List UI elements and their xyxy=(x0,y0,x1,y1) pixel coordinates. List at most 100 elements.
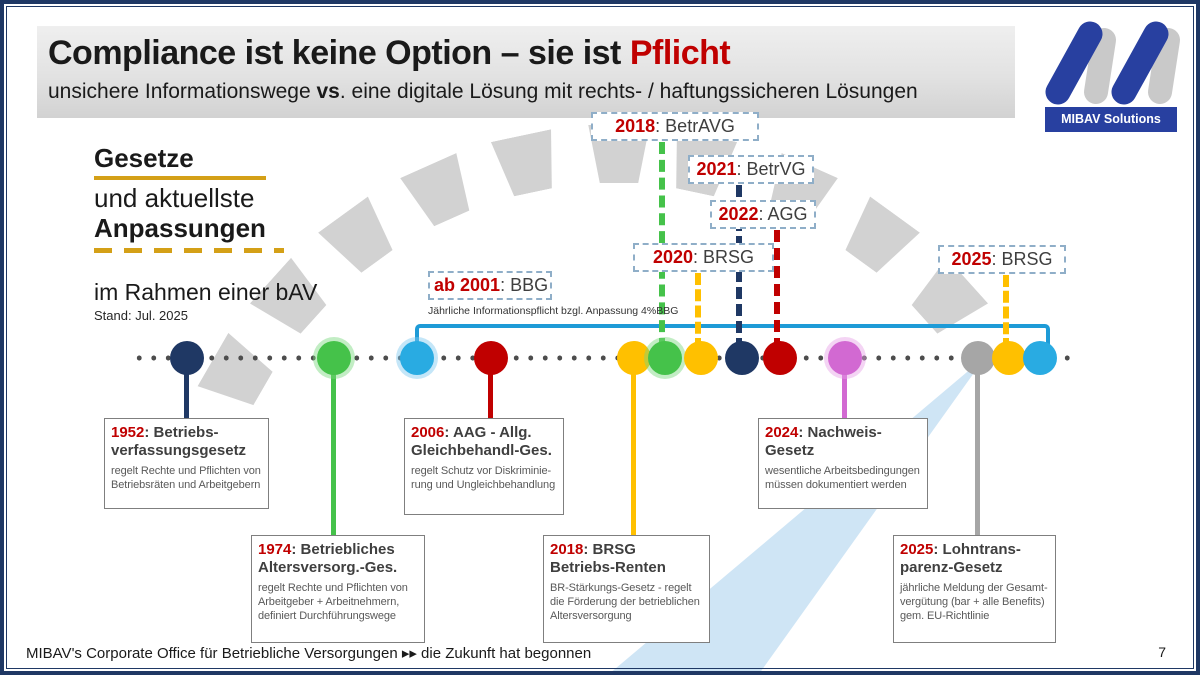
legend-block: Gesetze und aktuellste Anpassungen im Ra… xyxy=(94,143,317,323)
callout-label: : BetrVG xyxy=(736,159,806,179)
dot-2025-lohntransparenz xyxy=(961,341,995,375)
timeline-axis xyxy=(132,355,1072,361)
logo-caption: MIBAV Solutions GmbH xyxy=(1045,107,1177,151)
event-body-line: müssen dokumentiert werden xyxy=(765,478,907,491)
event-body-line: jährliche Meldung der Gesamt- xyxy=(900,581,1048,594)
event-body-line: regelt Rechte und Pflichten von xyxy=(258,581,408,594)
event-body-line: Arbeitgeber + Arbeitnehmern, xyxy=(258,595,400,608)
event-title-rest: : Betriebs- xyxy=(144,424,219,441)
stem-1974 xyxy=(331,354,336,536)
event-box-2024: 2024: Nachweis- Gesetz wesentliche Arbei… xyxy=(758,418,928,509)
event-body-line: regelt Schutz vor Diskriminie- xyxy=(411,464,552,477)
callout-2020-brsg: 2020: BRSG xyxy=(633,243,774,272)
event-year: 2006 xyxy=(411,424,445,441)
callout-label: : BRSG xyxy=(693,247,755,267)
event-box-2018: 2018: BRSG Betriebs-Renten BR-Stärkungs-… xyxy=(543,535,710,643)
timeline-bracket-line xyxy=(415,324,1050,350)
stem-2024 xyxy=(842,354,847,420)
watermark-arc-segment xyxy=(317,196,403,281)
slide-title-highlight: Pflicht xyxy=(629,34,731,72)
event-title-line2: Altersversorg.-Ges. xyxy=(258,559,398,577)
watermark-arc-segment xyxy=(399,152,481,231)
legend-gesetze: Gesetze xyxy=(94,143,194,173)
event-body-line: vergütung (bar + alle Benefits) xyxy=(900,595,1045,608)
dot-2022 xyxy=(763,341,797,375)
event-body-line: wesentliche Arbeitsbedingungen xyxy=(765,464,920,477)
callout-year: ab 2001 xyxy=(434,275,501,295)
event-title: 1974: Betriebliches Altersversorg.-Ges. xyxy=(258,541,418,578)
event-year: 2025 xyxy=(900,541,934,558)
callout-year: 2018 xyxy=(615,116,656,136)
event-body-line: Altersversorgung xyxy=(550,609,632,622)
header-band xyxy=(37,26,1015,118)
event-title-rest: : Lohntrans- xyxy=(933,541,1021,558)
callout-year: 2022 xyxy=(718,204,759,224)
subtitle-vs: vs xyxy=(316,80,340,103)
bbg-note: Jährliche Informationspflicht bzgl. Anpa… xyxy=(428,305,679,317)
dot-2018-brsg xyxy=(617,341,651,375)
event-box-2006: 2006: AAG - Allg. Gleichbehandl-Ges. reg… xyxy=(404,418,564,515)
event-box-1974: 1974: Betriebliches Altersversorg.-Ges. … xyxy=(251,535,425,643)
dashed-stem-2025-brsg xyxy=(1003,275,1009,350)
slide-title: Compliance ist keine Option – sie ist Pf… xyxy=(48,34,731,73)
dot-2021 xyxy=(725,341,759,375)
callout-2021-betrvg: 2021: BetrVG xyxy=(688,155,814,184)
stem-2006 xyxy=(488,354,493,420)
event-title-line2: parenz-Gesetz xyxy=(900,559,1003,577)
watermark-arc-segment xyxy=(197,332,279,416)
watermark-arc-segment xyxy=(835,196,921,281)
slide-subtitle: unsichere Informationswege vs. eine digi… xyxy=(48,80,918,104)
event-title-line2: Betriebs-Renten xyxy=(550,559,666,577)
callout-label: : AGG xyxy=(758,204,808,224)
callout-label: : BBG xyxy=(500,275,549,295)
logo-m-icon xyxy=(1045,21,1180,105)
dashed-stem-2022-agg xyxy=(774,230,780,350)
dot-1974 xyxy=(317,341,351,375)
event-title-line2: verfassungsgesetz xyxy=(111,442,247,460)
event-title: 2024: Nachweis- Gesetz xyxy=(765,424,921,461)
event-description: BR-Stärkungs-Gesetz - regelt die Förderu… xyxy=(550,581,703,623)
event-title-rest: : Betriebliches xyxy=(291,541,395,558)
event-title: 1952: Betriebs- verfassungsgesetz xyxy=(111,424,262,461)
legend-underline-solid xyxy=(94,175,266,180)
dot-2001 xyxy=(400,341,434,375)
event-title: 2018: BRSG Betriebs-Renten xyxy=(550,541,703,578)
event-description: regelt Rechte und Pflichten von Betriebs… xyxy=(111,464,262,492)
subtitle-post: . eine digitale Lösung mit rechts- / haf… xyxy=(339,80,918,103)
event-body-line: definiert Durchführungswege xyxy=(258,609,396,622)
event-body-line: rung und Ungleichbehandlung xyxy=(411,478,556,491)
callout-2025-brsg: 2025: BRSG xyxy=(938,245,1066,274)
company-logo: MIBAV Solutions GmbH xyxy=(1042,18,1182,151)
event-title: 2025: Lohntrans- parenz-Gesetz xyxy=(900,541,1049,578)
stem-2018-brsg xyxy=(631,354,636,536)
callout-2018-betravg: 2018: BetrAVG xyxy=(591,112,759,141)
event-body-line: BR-Stärkungs-Gesetz - regelt xyxy=(550,581,692,594)
event-description: regelt Rechte und Pflichten von Arbeitge… xyxy=(258,581,418,623)
event-body-line: die Förderung der betrieblichen xyxy=(550,595,700,608)
event-year: 1974 xyxy=(258,541,292,558)
event-description: wesentliche Arbeitsbedingungen müssen do… xyxy=(765,464,921,492)
event-box-2025: 2025: Lohntrans- parenz-Gesetz jährliche… xyxy=(893,535,1056,643)
event-description: regelt Schutz vor Diskriminie- rung und … xyxy=(411,464,557,492)
callout-label: : BetrAVG xyxy=(655,116,735,136)
footer-text: MIBAV's Corporate Office für Betrieblich… xyxy=(26,645,592,662)
event-year: 1952 xyxy=(111,424,145,441)
event-title-rest: : Nachweis- xyxy=(798,424,882,441)
legend-underline-dashed xyxy=(94,247,284,253)
dot-2025-brsg xyxy=(992,341,1026,375)
event-year: 2018 xyxy=(550,541,584,558)
event-title-rest: : BRSG xyxy=(583,541,636,558)
slide-title-main: Compliance ist keine Option – sie ist xyxy=(48,34,630,72)
dot-2006 xyxy=(474,341,508,375)
legend-stand: Stand: Jul. 2025 xyxy=(94,307,188,323)
event-title-rest: : AAG - Allg. xyxy=(444,424,532,441)
watermark-arc-segment xyxy=(490,129,565,199)
dot-timeline-end xyxy=(1023,341,1057,375)
event-body-line: gem. EU-Richtlinie xyxy=(900,609,990,622)
event-body-line: Betriebsräten und Arbeitgebern xyxy=(111,478,261,491)
dashed-stem-2020-brsg xyxy=(695,273,701,350)
dot-2018-betravg xyxy=(648,341,682,375)
event-title-line2: Gesetz xyxy=(765,442,815,460)
callout-year: 2025 xyxy=(951,249,992,269)
